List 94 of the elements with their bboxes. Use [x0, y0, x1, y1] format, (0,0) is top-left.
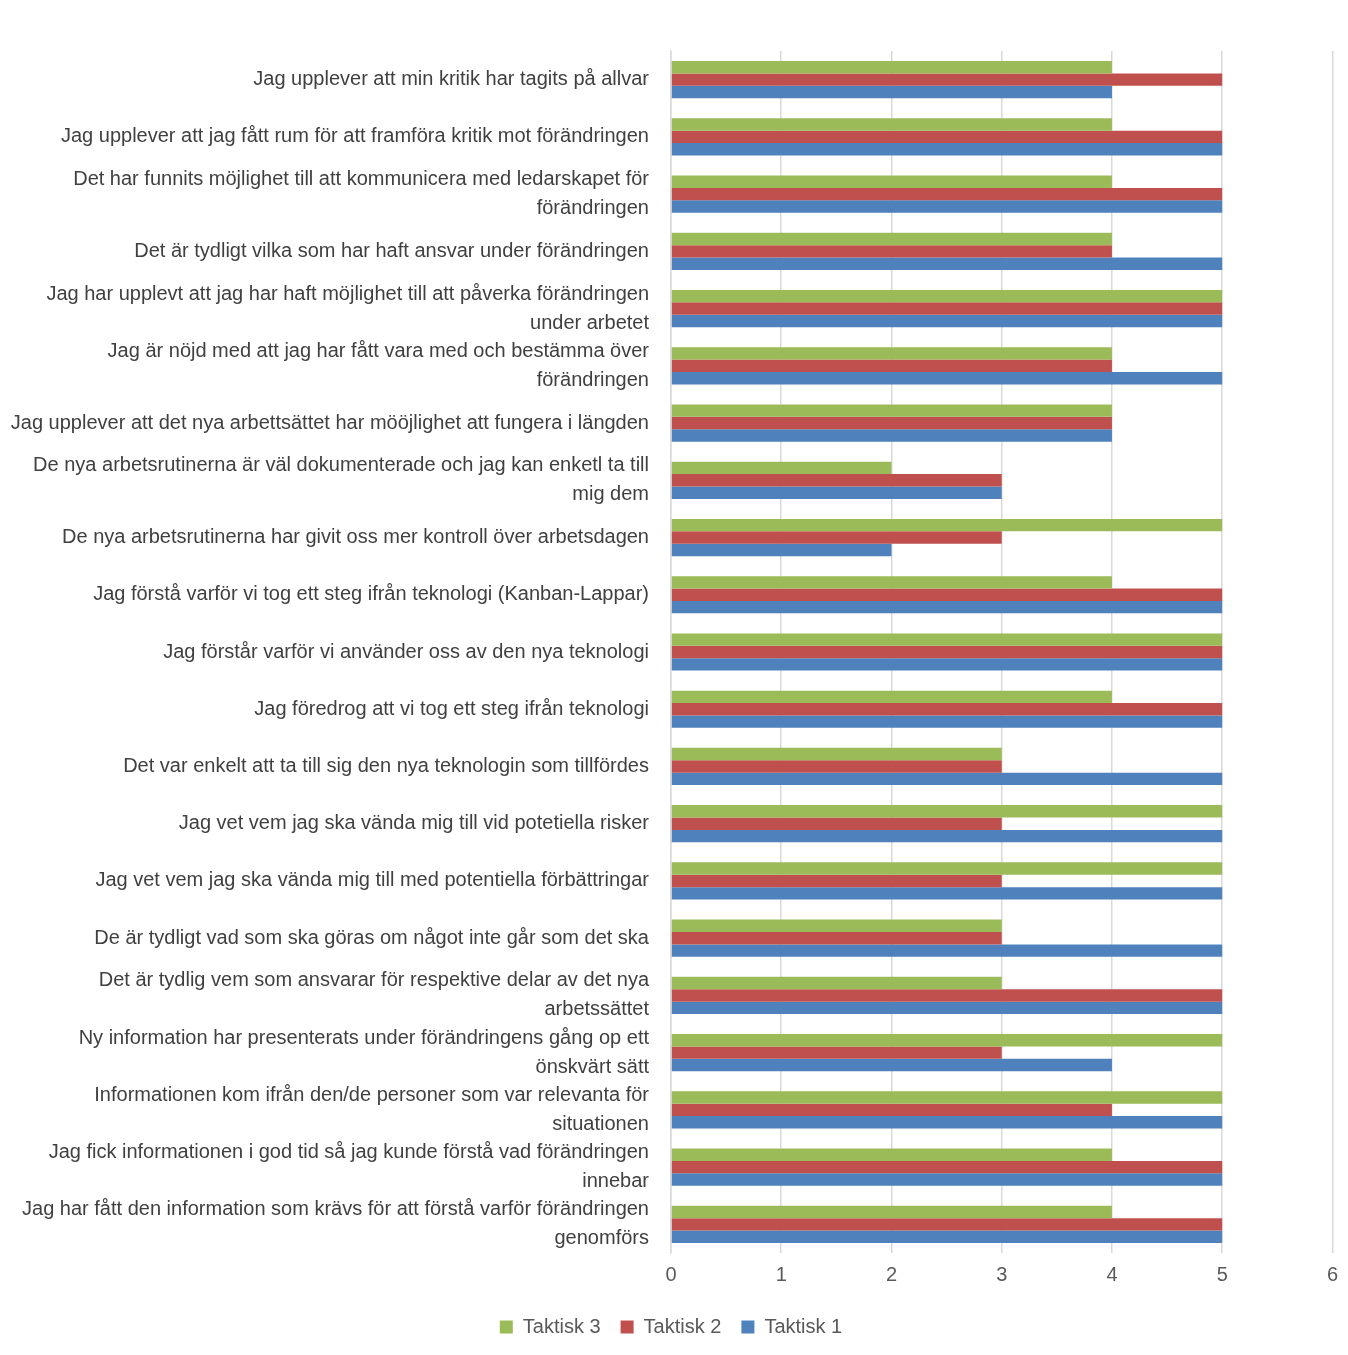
- bar: [671, 404, 1112, 417]
- bar: [671, 302, 1223, 315]
- y-tick-label: De nya arbetsrutinerna är väl dokumenterade och jag kan enketl ta till mig dem: [33, 453, 649, 505]
- y-tick-label: Informationen kom ifrån den/de personer som var relevanta för situationen: [94, 1082, 650, 1134]
- bar: [671, 747, 1002, 761]
- y-tick-label: Jag upplever att jag fått rum för att framföra kritik mot förändringen: [60, 124, 649, 147]
- bar: [671, 1218, 1223, 1231]
- y-tick-label: Jag fick informationen i god tid så jag kunde förstå vad förändringen innebar: [48, 1140, 650, 1192]
- bar: [671, 1058, 1112, 1072]
- y-tick-label: Jag har fått den information som krävs för att förstå varför förändringen genomförs: [22, 1197, 649, 1249]
- bar: [671, 359, 1112, 373]
- x-tick-label: 0: [665, 1262, 677, 1285]
- bar: [671, 817, 1002, 830]
- bar: [671, 416, 1112, 430]
- bar: [671, 887, 1223, 900]
- bar: [671, 588, 1223, 601]
- x-tick-label: 1: [775, 1262, 787, 1285]
- bar: [671, 931, 1002, 945]
- bar: [671, 518, 1223, 532]
- bar: [671, 703, 1223, 716]
- bar: [671, 1001, 1223, 1015]
- bar: [671, 690, 1112, 704]
- bar: [671, 862, 1223, 875]
- y-tick-label: Jag har upplevt att jag har haft möjlighet till att påverka förändringen under arbetet: [46, 281, 650, 333]
- x-tick-label: 3: [996, 1262, 1008, 1285]
- bar: [671, 130, 1223, 144]
- y-tick-label: Jag förstår varför vi använder oss av den nya teknologi: [163, 639, 649, 662]
- y-tick-label: Det var enkelt att ta till sig den nya teknologin som tillfördes: [123, 753, 649, 776]
- bar: [671, 805, 1223, 818]
- bar: [671, 1046, 1002, 1059]
- x-tick-label: 4: [1106, 1262, 1118, 1285]
- bar: [671, 633, 1223, 646]
- bar: [671, 143, 1223, 156]
- bar: [671, 543, 892, 557]
- bar: [671, 175, 1112, 188]
- bar: [671, 486, 1002, 499]
- bar: [671, 1091, 1223, 1104]
- bar: [671, 760, 1002, 773]
- bar: [671, 1173, 1223, 1186]
- bar: [671, 1205, 1112, 1219]
- bar: [671, 461, 892, 475]
- y-tick-label: Det är tydligt vilka som har haft ansvar under förändringen: [134, 238, 649, 261]
- bar: [671, 658, 1223, 671]
- bar: [671, 976, 1002, 990]
- bar: [671, 474, 1002, 487]
- y-tick-label: Jag upplever att det nya arbettsättet har mööjlighet att fungera i längden: [10, 410, 649, 433]
- y-tick-label: Det är tydlig vem som ansvarar för respektive delar av det nya arbetssättet: [98, 968, 650, 1020]
- bar: [671, 1148, 1112, 1161]
- y-tick-label: Det har funnits möjlighet till att kommunicera med ledarskapet för förändringen: [73, 167, 650, 219]
- bar: [671, 531, 1002, 544]
- bar: [671, 429, 1112, 442]
- x-tick-label: 5: [1216, 1262, 1228, 1285]
- bar: [671, 372, 1223, 385]
- bar: [671, 1116, 1223, 1129]
- y-tick-label: Jag vet vem jag ska vända mig till vid potetiella risker: [178, 811, 650, 834]
- bar: [671, 645, 1223, 659]
- bar: [671, 61, 1112, 74]
- bar: [671, 257, 1223, 270]
- y-tick-label: Jag är nöjd med att jag har fått vara med och bestämma över förändringen: [107, 338, 650, 390]
- bar: [671, 1103, 1112, 1117]
- legend-label: Taktisk 1: [764, 1314, 843, 1337]
- x-tick-label: 6: [1326, 1262, 1338, 1285]
- bar: [671, 85, 1112, 99]
- bar: [671, 715, 1223, 728]
- bar: [671, 1230, 1223, 1243]
- bar: [671, 829, 1223, 843]
- y-tick-label: De nya arbetsrutinerna har givit oss mer kontroll över arbetsdagen: [62, 525, 649, 548]
- bar: [671, 314, 1223, 328]
- bar: [671, 200, 1223, 213]
- bar: [671, 576, 1112, 589]
- bar: [671, 989, 1223, 1002]
- y-tick-label: Jag föredrog att vi tog ett steg ifrån teknologi: [254, 696, 649, 719]
- legend-label: Taktisk 3: [522, 1314, 601, 1337]
- bar: [671, 289, 1223, 303]
- legend-label: Taktisk 2: [643, 1314, 722, 1337]
- bar: [671, 73, 1223, 86]
- bar: [671, 772, 1223, 786]
- bar: [671, 347, 1112, 360]
- bar: [671, 1160, 1223, 1174]
- y-tick-label: Jag vet vem jag ska vända mig till med potentiella förbättringar: [95, 868, 650, 891]
- y-tick-label: Jag förstå varför vi tog ett steg ifrån teknologi (Kanban-Lappar): [93, 582, 649, 605]
- x-tick-label: 2: [885, 1262, 898, 1285]
- y-tick-label: Ny information har presenterats under förändringens gång op ett önskvärt sätt: [78, 1025, 650, 1077]
- y-tick-label: Jag upplever att min kritik har tagits på allvar: [253, 67, 650, 90]
- bar: [671, 919, 1002, 932]
- bar: [671, 1034, 1223, 1047]
- bar: [671, 874, 1002, 888]
- bar: [671, 187, 1223, 201]
- bar: [671, 245, 1112, 258]
- bar: [671, 232, 1112, 246]
- bar: [671, 600, 1223, 614]
- bar: [671, 944, 1223, 957]
- bar: [671, 118, 1112, 131]
- y-tick-label: De är tydligt vad som ska göras om något inte går som det ska: [94, 925, 650, 948]
